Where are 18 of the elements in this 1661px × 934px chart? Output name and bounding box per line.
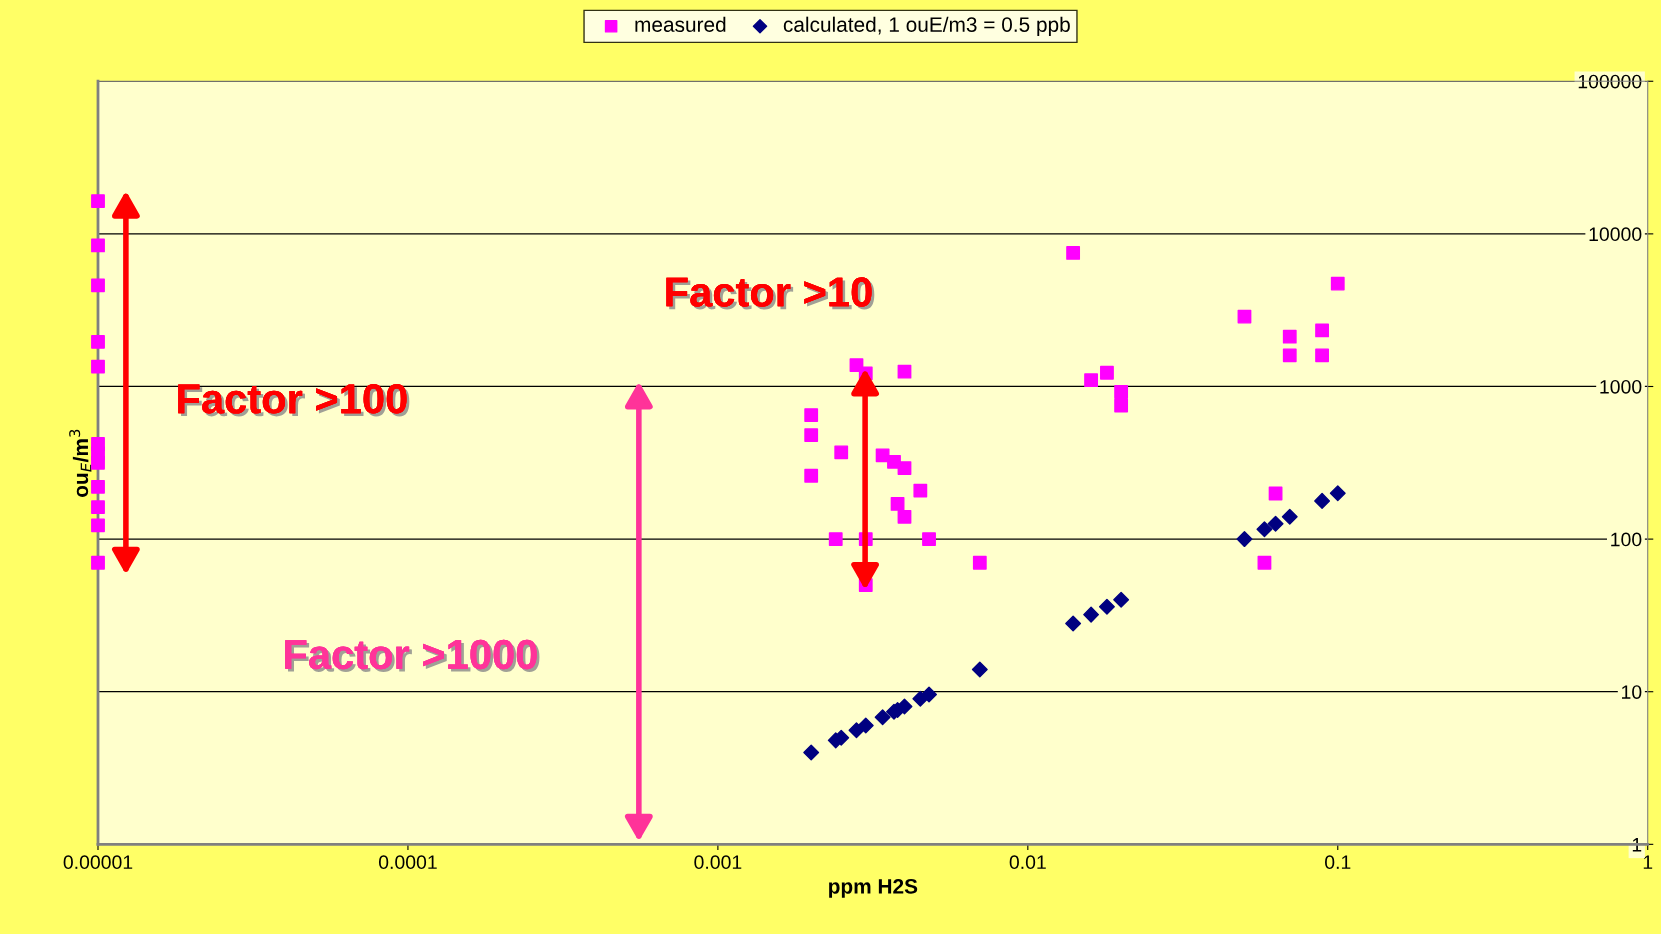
x-tick-label: 1 (1643, 855, 1653, 869)
x-tick-label: 0.00001 (63, 855, 133, 870)
legend-label: calculated, 1 ouE/m3 = 0.5 ppb (783, 16, 1070, 37)
y-tick-label: 10000 (1589, 227, 1642, 242)
x-tick-label: 0.1 (1325, 855, 1351, 870)
legend-label: measured (635, 16, 726, 32)
annotation: Factor >1000 (285, 639, 540, 673)
x-tick-label: 0.0001 (378, 855, 437, 870)
y-tick-label: 1000 (1600, 379, 1642, 394)
annotation: Factor >100 (178, 384, 410, 417)
y-tick-label: 100 (1611, 532, 1642, 547)
annotation: Factor >10 (666, 277, 875, 310)
y-axis-title: ou$_{E}$/m$^{3}$ (69, 429, 92, 497)
x-axis-title: ppm H2S (829, 878, 918, 898)
x-tick-label: 0.001 (694, 855, 742, 870)
x-tick-label: 0.01 (1009, 855, 1046, 870)
y-tick-label: 10 (1622, 685, 1642, 699)
y-tick-label: 100000 (1578, 74, 1642, 89)
